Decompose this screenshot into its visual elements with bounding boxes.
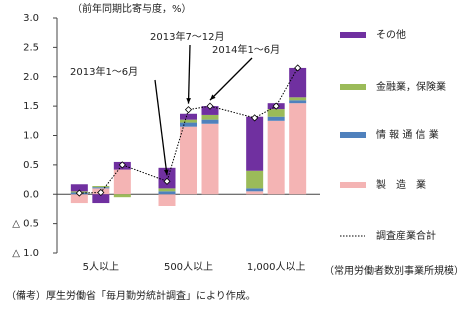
y-tick-label: △ 0.5 — [12, 219, 39, 230]
annotation: 2014年1～6月 — [212, 43, 280, 56]
bar-segment — [180, 119, 197, 123]
legend-swatch — [340, 132, 366, 138]
annotation-arrow — [187, 44, 191, 104]
bar-segment — [201, 123, 219, 195]
annotation-arrow — [154, 79, 168, 176]
arrow-head — [163, 169, 169, 176]
bar-segment — [289, 100, 307, 104]
annotation: 2013年1～6月 — [70, 65, 138, 78]
total-marker — [184, 106, 193, 114]
bar-segment — [201, 119, 219, 124]
y-tick-label: 2.0 — [23, 72, 39, 83]
legend-swatch — [340, 182, 366, 188]
x-group-label: 1,000人以上 — [247, 261, 306, 273]
legend-label: 金融業，保険業 — [376, 80, 446, 93]
bar-segment — [158, 194, 176, 206]
bar-segment — [113, 194, 131, 198]
bar-segment — [289, 97, 307, 101]
x-group-label: 500人以上 — [164, 261, 213, 273]
bar-segment — [289, 103, 307, 195]
bar-segment — [113, 169, 131, 195]
bar-segment — [267, 120, 285, 195]
arrow-head — [186, 98, 191, 104]
y-tick-label: 0.0 — [23, 189, 39, 200]
bar-segment — [246, 170, 264, 189]
bar-segment — [246, 191, 264, 195]
legend-swatch — [340, 84, 366, 90]
y-tick-label: 3.0 — [23, 13, 39, 24]
x-axis-note: （常用労働者数別事業所規模） — [324, 264, 464, 277]
source-note: （備考）厚生労働省「毎月勤労統計調査」により作成。 — [6, 289, 256, 302]
total-line — [79, 67, 299, 194]
legend-label: 製 造 業 — [376, 178, 426, 191]
legend-label: 調査産業合計 — [376, 229, 436, 242]
bar-segment — [180, 126, 197, 195]
bar-segment — [70, 184, 88, 192]
total-marker — [163, 177, 171, 185]
bar-segment — [70, 194, 88, 204]
bar-segment — [289, 67, 307, 98]
bar-segment — [246, 188, 264, 192]
bar-segment — [267, 109, 285, 117]
bar-segment — [158, 188, 176, 192]
annotation-arrow — [209, 57, 253, 101]
y-tick-label: 1.5 — [23, 101, 39, 112]
y-tick-label: 2.5 — [23, 42, 39, 53]
bar-segment — [180, 113, 197, 120]
bar-segment — [201, 106, 219, 115]
bar-segment — [246, 116, 264, 171]
total-marker — [206, 102, 214, 110]
bar-segment — [180, 122, 197, 127]
y-tick-label: 0.5 — [23, 160, 39, 171]
legend-label: その他 — [376, 28, 406, 41]
total-marker — [294, 64, 302, 72]
y-tick-label: 1.0 — [23, 131, 39, 142]
total-marker — [97, 188, 105, 197]
bar-segment — [267, 116, 285, 121]
bar-segment — [201, 114, 219, 120]
bar-segment — [158, 191, 176, 195]
total-marker — [118, 161, 126, 169]
total-marker — [272, 102, 280, 110]
bar-segment — [92, 187, 110, 189]
legend-label: 情 報 通 信 業 — [376, 128, 439, 141]
arrow-head — [210, 94, 216, 101]
bar-segment — [92, 194, 110, 204]
y-axis-label: （前年同期比寄与度，%） — [72, 2, 192, 15]
bar-segment — [92, 186, 110, 188]
y-tick-label: △ 1.0 — [12, 248, 39, 259]
x-group-label: 5人以上 — [83, 261, 119, 273]
total-marker — [251, 114, 259, 122]
legend-swatch — [340, 32, 366, 38]
annotation: 2013年7～12月 — [150, 30, 225, 43]
total-marker — [75, 189, 83, 197]
